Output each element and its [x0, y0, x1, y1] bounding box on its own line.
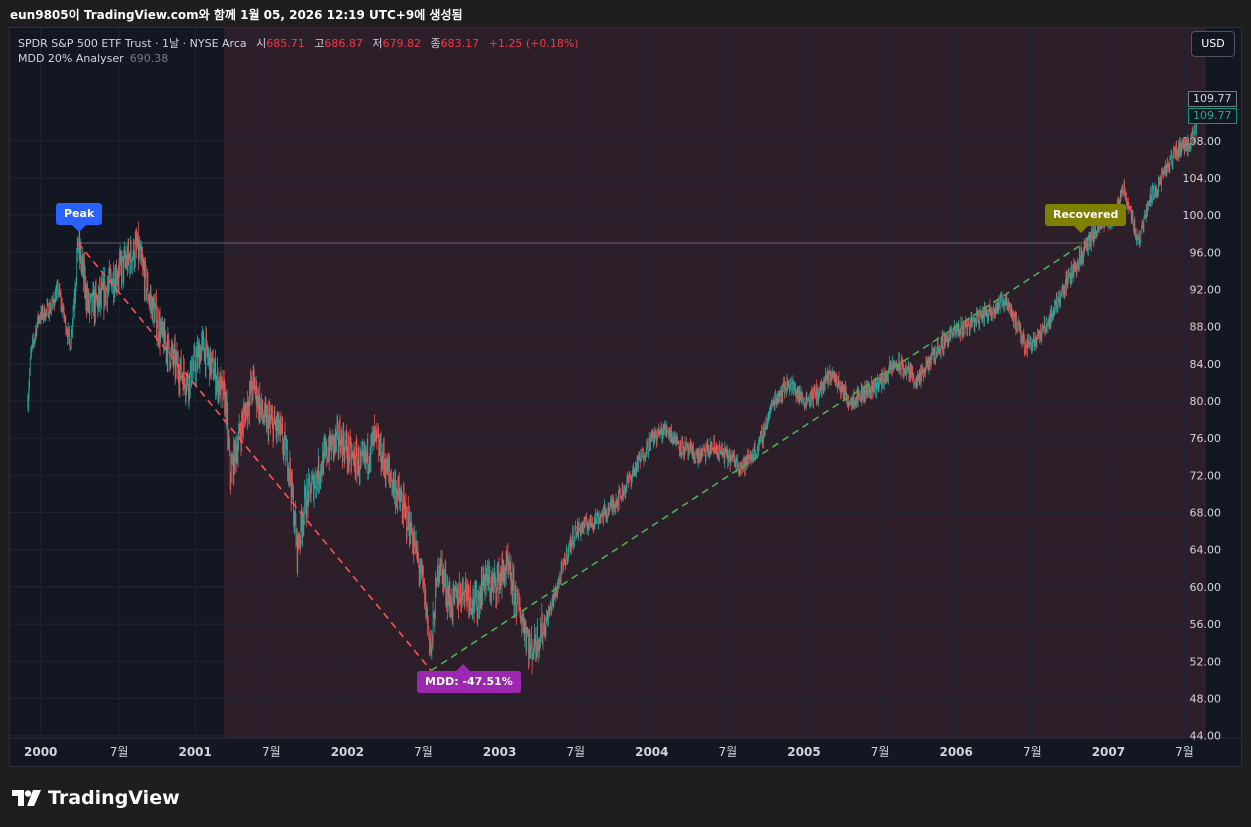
drawdown-line [77, 242, 432, 672]
y-tick-label: 44.00 [1190, 730, 1222, 743]
y-tick-label: 104.00 [1183, 172, 1222, 185]
y-tick-label: 76.00 [1190, 432, 1222, 445]
tradingview-logo-text: TradingView [48, 787, 180, 809]
x-tick-label: 2004 [635, 745, 668, 759]
peak-label: Peak [56, 203, 103, 225]
y-tick-label: 68.00 [1190, 507, 1222, 520]
x-tick-label: 7월 [262, 745, 281, 759]
y-tick-label: 56.00 [1190, 618, 1222, 631]
x-tick-label: 2001 [178, 745, 211, 759]
mdd-pointer [456, 664, 470, 671]
y-tick-label: 48.00 [1190, 692, 1222, 705]
chart-header-text: eun9805이 TradingView.com와 함께 1월 05, 2026… [10, 8, 463, 22]
symbol-legend[interactable]: SPDR S&P 500 ETF Trust · 1날 · NYSE Arca … [18, 35, 579, 51]
tradingview-logo[interactable]: TradingView [12, 787, 180, 809]
x-tick-label: 7월 [566, 745, 585, 759]
y-tick-label: 84.00 [1190, 358, 1222, 371]
indicator-name: MDD 20% Analyser [18, 52, 124, 65]
low-key: 저 [372, 37, 383, 50]
y-tick-label: 72.00 [1190, 469, 1222, 482]
peak-pointer [72, 225, 86, 232]
change-value: +1.25 (+0.18%) [488, 37, 579, 50]
y-tick-label: 92.00 [1190, 283, 1222, 296]
x-tick-label: 7월 [1175, 745, 1194, 759]
x-tick-label: 7월 [414, 745, 433, 759]
close-key: 종 [430, 37, 441, 50]
indicator-legend[interactable]: MDD 20% Analyser 690.38 [18, 52, 168, 65]
y-tick-label: 64.00 [1190, 544, 1222, 557]
price-tag-previous: 109.77 [1188, 91, 1237, 107]
recovered-label: Recovered [1045, 204, 1127, 226]
drawdown-shade [224, 28, 1206, 738]
recovery-line [430, 242, 1085, 672]
x-tick-label: 2005 [787, 745, 820, 759]
low-value: 679.82 [382, 37, 422, 50]
y-tick-label: 60.00 [1190, 581, 1222, 594]
y-tick-label: 108.00 [1183, 135, 1222, 148]
chart-frame[interactable]: 44.00 48.00 52.00 56.00 60.00 64.00 68.00 72.00… [9, 27, 1242, 767]
tradingview-logo-icon [12, 790, 41, 806]
x-tick-label: 7월 [871, 745, 890, 759]
x-tick-label: 2000 [24, 745, 57, 759]
price-chart[interactable]: 44.00 48.00 52.00 56.00 60.00 64.00 68.00 72.00… [10, 28, 1241, 766]
x-tick-label: 2006 [939, 745, 972, 759]
x-tick-label: 7월 [110, 745, 129, 759]
y-tick-label: 100.00 [1183, 209, 1222, 222]
high-value: 686.87 [324, 37, 363, 50]
y-tick-label: 96.00 [1190, 246, 1222, 259]
x-tick-label: 2003 [483, 745, 516, 759]
currency-button[interactable]: USD [1191, 31, 1235, 57]
high-key: 고 [314, 37, 325, 50]
x-tick-label: 7월 [719, 745, 738, 759]
x-tick-label: 2002 [331, 745, 364, 759]
y-tick-label: 52.00 [1190, 655, 1222, 668]
close-value: 683.17 [440, 37, 480, 50]
x-tick-label: 2007 [1092, 745, 1125, 759]
y-tick-label: 80.00 [1190, 395, 1222, 408]
recovered-pointer [1074, 226, 1088, 233]
indicator-value: 690.38 [129, 52, 169, 65]
x-tick-label: 7월 [1023, 745, 1042, 759]
open-key: 시 [256, 37, 267, 50]
price-tag-last: 109.77 [1188, 108, 1237, 124]
y-tick-label: 88.00 [1190, 321, 1222, 334]
symbol-title: SPDR S&P 500 ETF Trust · 1날 · NYSE Arca [18, 37, 247, 50]
open-value: 685.71 [266, 37, 305, 50]
mdd-label: MDD: -47.51% [417, 671, 521, 693]
